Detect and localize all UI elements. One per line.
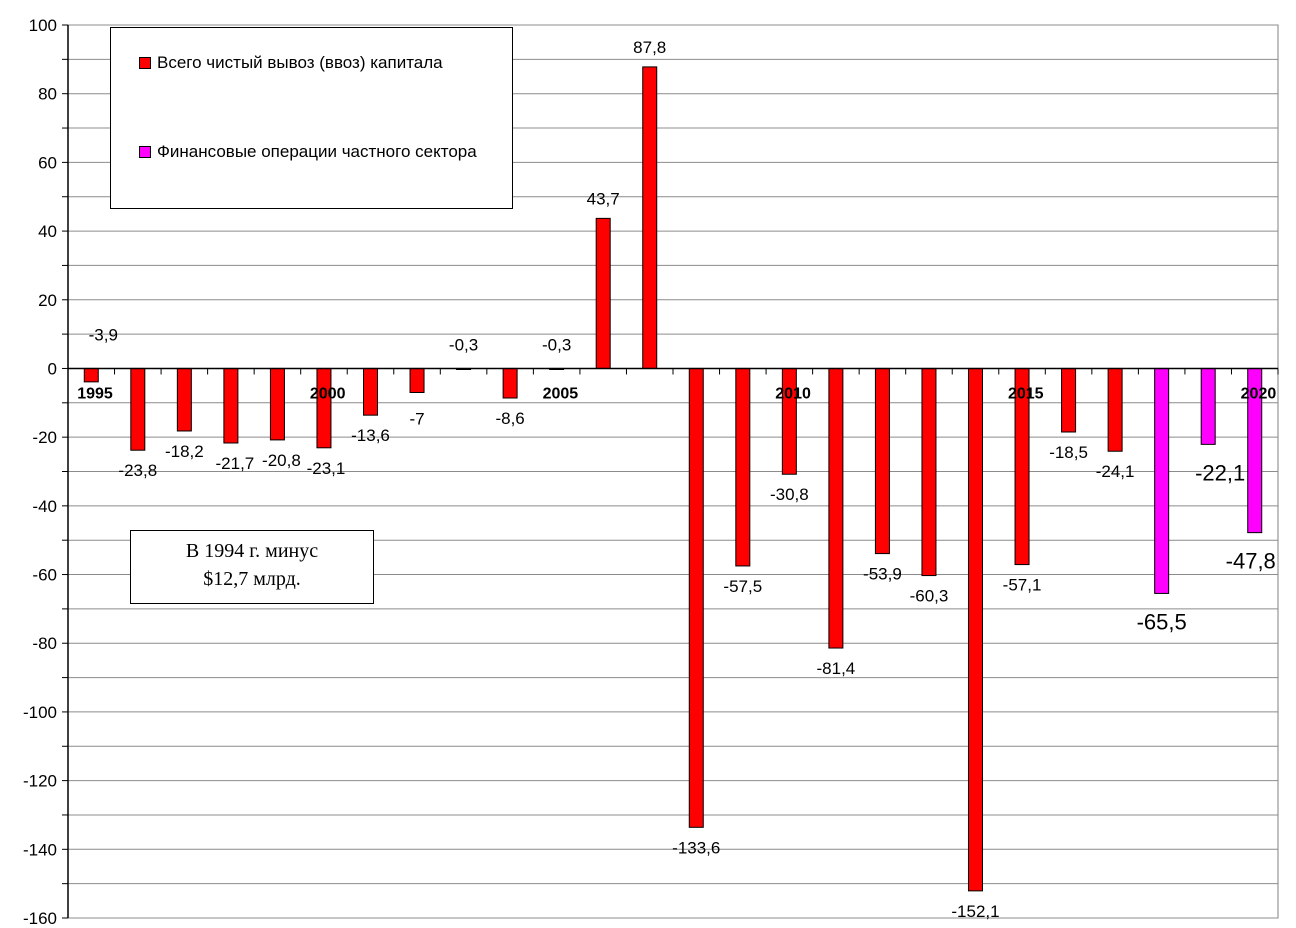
- x-tick-label: 2020: [1241, 385, 1277, 402]
- x-tick-label: 2015: [1008, 385, 1044, 402]
- y-tick-label: 0: [48, 359, 57, 378]
- bar: [1061, 367, 1077, 433]
- legend-item-total: Всего чистый вывоз (ввоз) капитала: [139, 50, 487, 75]
- data-label: -18,2: [165, 442, 204, 461]
- annotation-line-2: $12,7 млрд.: [203, 568, 301, 590]
- data-label: -30,8: [770, 485, 809, 504]
- legend-swatch-total: [139, 57, 151, 69]
- data-label: -20,8: [262, 451, 301, 470]
- y-tick-label: -160: [23, 909, 57, 928]
- data-label: 87,8: [633, 38, 666, 57]
- x-tick-label: 2000: [310, 385, 346, 402]
- y-tick-label: -100: [23, 703, 57, 722]
- y-tick-label: -20: [32, 428, 57, 447]
- legend-swatch-private: [139, 146, 151, 158]
- data-label: -65,5: [1137, 609, 1187, 634]
- data-label: -57,5: [723, 577, 762, 596]
- bar: [828, 367, 844, 649]
- bars-group: [83, 66, 1263, 892]
- y-tick-label: 100: [29, 16, 57, 35]
- data-label: -53,9: [863, 565, 902, 584]
- data-label: -24,1: [1096, 462, 1135, 481]
- bar: [921, 367, 937, 577]
- bar: [502, 367, 518, 399]
- data-label: -152,1: [951, 902, 999, 921]
- bar: [409, 367, 425, 394]
- legend-label-total: Всего чистый вывоз (ввоз) капитала: [157, 53, 443, 72]
- legend: Всего чистый вывоз (ввоз) капитала Финан…: [110, 27, 513, 209]
- y-tick-label: -60: [32, 566, 57, 585]
- y-tick-label: -120: [23, 772, 57, 791]
- bar: [781, 367, 797, 475]
- axes-group: 100 80 60 40 20 0 -20 -40 -60 -80 -100 -120 -140 -160…: [23, 16, 1279, 928]
- x-tick-label: 1995: [77, 385, 113, 402]
- y-tick-label: 60: [38, 153, 57, 172]
- y-tick-label: 40: [38, 222, 57, 241]
- data-label: -23,1: [307, 459, 346, 478]
- y-tick-label: 20: [38, 291, 57, 310]
- bar: [874, 367, 890, 555]
- data-label: -23,8: [118, 461, 157, 480]
- data-label: -3,9: [89, 325, 118, 344]
- y-tick-label: 80: [38, 85, 57, 104]
- bar: [269, 367, 285, 441]
- bar: [968, 367, 983, 892]
- bar: [735, 367, 751, 567]
- y-tick-label: -140: [23, 840, 57, 859]
- bar: [316, 367, 332, 449]
- bar: [1200, 367, 1216, 445]
- data-label: -47,8: [1226, 549, 1276, 574]
- data-label: -133,6: [672, 838, 720, 857]
- data-label: -21,7: [216, 454, 255, 473]
- legend-label-private: Финансовые операции частного сектора: [157, 142, 477, 161]
- data-label: 43,7: [587, 189, 620, 208]
- bar: [176, 367, 192, 432]
- data-label: -0,3: [542, 335, 571, 354]
- data-label: -7: [409, 409, 424, 428]
- data-label: -8,6: [495, 409, 524, 428]
- bar: [363, 367, 378, 416]
- bar: [223, 367, 239, 444]
- bar: [1154, 367, 1170, 594]
- data-label: -13,6: [351, 426, 390, 445]
- annotation-box: В 1994 г. минус $12,7 млрд.: [130, 530, 374, 604]
- y-tick-label: -80: [32, 634, 57, 653]
- annotation-line-1: В 1994 г. минус: [185, 540, 319, 562]
- bar: [642, 66, 658, 369]
- data-label: -22,1: [1195, 460, 1245, 485]
- data-label: -18,5: [1049, 443, 1088, 462]
- x-tick-label: 2010: [775, 385, 811, 402]
- data-labels-group: -3,9 -23,8 -18,2 -21,7 -20,8 -23,1 -13,6 -7 -0,3…: [89, 38, 1276, 921]
- bar: [1107, 367, 1123, 452]
- bar: [130, 367, 146, 451]
- legend-item-private: Финансовые операции частного сектора: [139, 139, 487, 164]
- bar: [595, 217, 611, 369]
- x-tick-label: 2005: [543, 385, 579, 402]
- data-label: -60,3: [910, 587, 949, 606]
- data-label: -81,4: [817, 659, 856, 678]
- data-label: -57,1: [1003, 576, 1042, 595]
- y-tick-label: -40: [32, 497, 57, 516]
- bar: [83, 367, 99, 383]
- data-label: -0,3: [449, 335, 478, 354]
- bar: [688, 367, 704, 828]
